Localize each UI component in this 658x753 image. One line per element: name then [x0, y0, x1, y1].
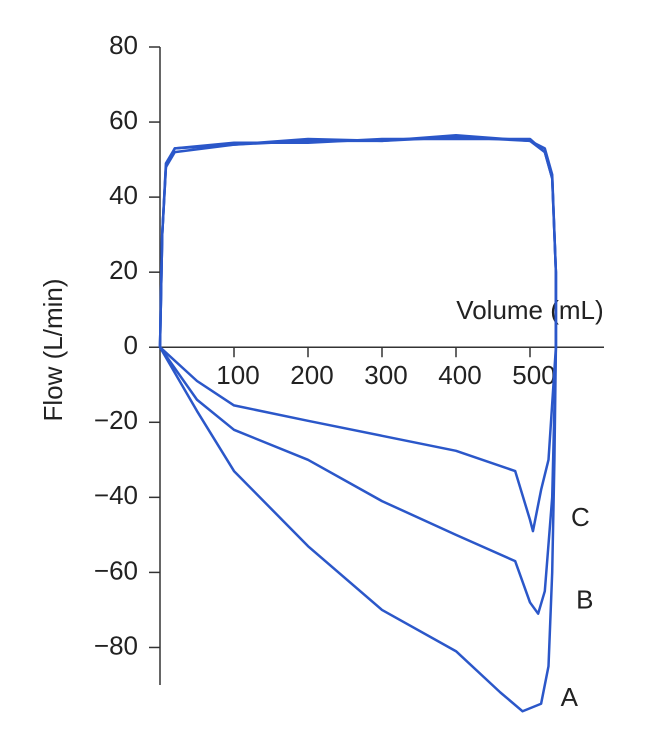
y-tick-label: −80: [94, 630, 138, 660]
x-tick-label: 200: [290, 360, 333, 390]
x-tick-label: 400: [438, 360, 481, 390]
flow-volume-loop: [158, 135, 558, 713]
y-axis-label: Flow (L/min): [38, 278, 68, 421]
y-tick-label: 0: [124, 330, 138, 360]
y-tick-label: −40: [94, 480, 138, 510]
x-tick-label: 500: [512, 360, 555, 390]
y-tick-label: 40: [109, 180, 138, 210]
y-tick-label: 20: [109, 255, 138, 285]
x-tick-label: 100: [216, 360, 259, 390]
y-tick-label: 80: [109, 30, 138, 60]
series-label: A: [561, 682, 579, 712]
y-tick-label: −60: [94, 555, 138, 585]
flow-volume-loop: [158, 137, 558, 533]
series-label: C: [571, 502, 590, 532]
x-axis-label: Volume (mL): [456, 295, 603, 325]
series-label: B: [576, 585, 593, 615]
y-tick-label: −20: [94, 405, 138, 435]
y-tick-label: 60: [109, 105, 138, 135]
x-tick-label: 300: [364, 360, 407, 390]
